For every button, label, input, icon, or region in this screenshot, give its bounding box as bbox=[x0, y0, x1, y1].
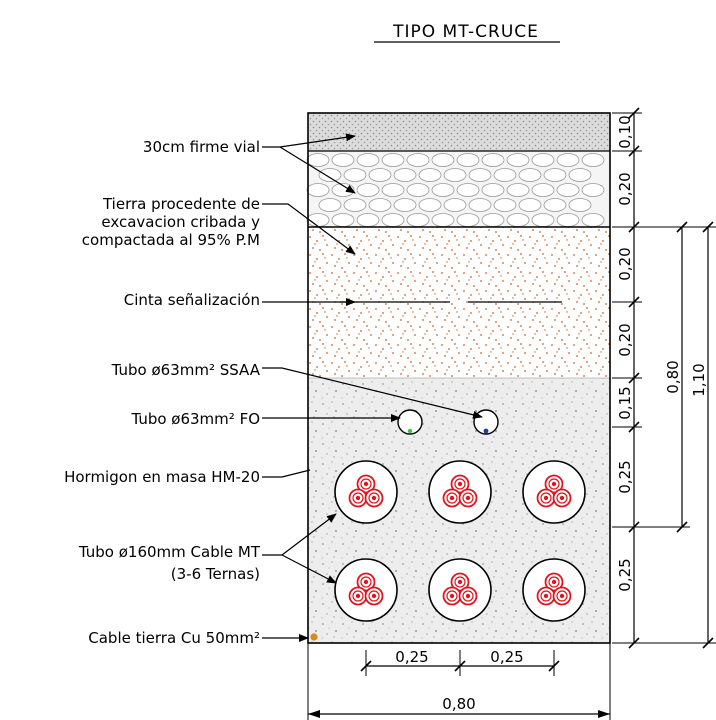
tube-ssaa bbox=[473, 409, 499, 435]
asphalt-layer bbox=[308, 113, 610, 151]
label-tierra-2: excavacion cribada y bbox=[101, 213, 260, 231]
dim-0-25-a: 0,25 bbox=[616, 460, 634, 493]
dim-total-1-10: 1,10 bbox=[690, 363, 708, 396]
label-tubo-ssaa: Tubo ø63mm² SSAA bbox=[111, 361, 261, 379]
label-tierra-3: compactada al 95% P.M bbox=[82, 231, 260, 249]
right-dimensions: 0,10 0,20 0,20 0,20 0,15 0,25 0,25 0,80 … bbox=[612, 107, 716, 649]
dim-0-25-b: 0,25 bbox=[616, 558, 634, 591]
mt-tubes bbox=[334, 460, 586, 622]
leader-lines bbox=[262, 133, 483, 642]
dim-0-20-a: 0,20 bbox=[616, 172, 634, 205]
label-firme: 30cm firme vial bbox=[143, 138, 260, 156]
dim-width-0-80: 0,80 bbox=[442, 695, 475, 713]
bottom-dimensions: 0,25 0,25 0,80 bbox=[307, 643, 611, 720]
dim-0-10: 0,10 bbox=[616, 115, 634, 148]
label-tubo-mt-1: Tubo ø160mm Cable MT bbox=[78, 543, 261, 561]
label-cable-tierra: Cable tierra Cu 50mm² bbox=[88, 629, 260, 647]
label-hormigon: Hormigon en masa HM-20 bbox=[64, 468, 260, 486]
dim-0-20-b: 0,20 bbox=[616, 247, 634, 280]
label-tubo-mt-2: (3-6 Ternas) bbox=[171, 565, 260, 583]
dim-0-20-c: 0,20 bbox=[616, 323, 634, 356]
drawing-title: TIPO MT-CRUCE bbox=[392, 22, 539, 42]
dim-total-0-80: 0,80 bbox=[664, 360, 682, 393]
dim-bottom-0-25-b: 0,25 bbox=[490, 648, 523, 666]
label-tierra-1: Tierra procedente de bbox=[102, 195, 260, 213]
label-tubo-fo: Tubo ø63mm² FO bbox=[130, 410, 260, 428]
dim-bottom-0-25-a: 0,25 bbox=[395, 648, 428, 666]
tube-fo bbox=[397, 409, 423, 435]
label-cinta: Cinta señalización bbox=[124, 291, 260, 309]
labels: 30cm firme vial Tierra procedente de exc… bbox=[64, 138, 261, 647]
dim-0-15: 0,15 bbox=[616, 386, 634, 419]
earth-cable bbox=[310, 633, 318, 641]
